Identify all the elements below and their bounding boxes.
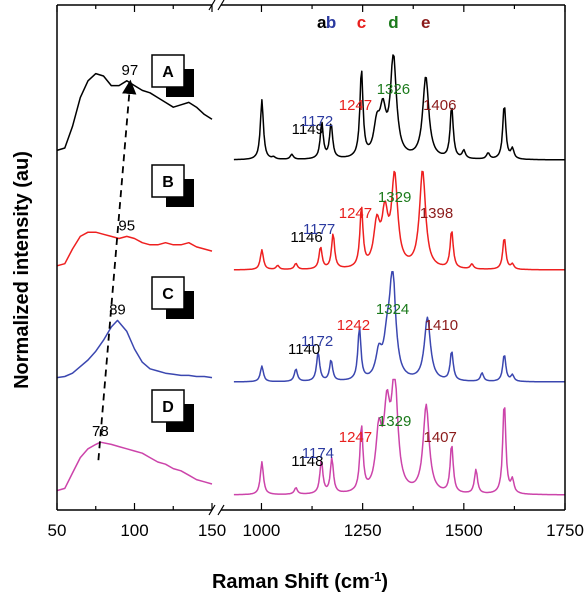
- series-D-peak-label: 1247: [339, 429, 372, 446]
- series-A-peak-label: 1247: [339, 97, 372, 114]
- series-B-peak-label: 1177: [303, 221, 335, 238]
- series-D-peak-label: 1407: [423, 429, 456, 446]
- series-C-low-peak-label: 89: [109, 301, 126, 318]
- series-B-panel-box: [151, 164, 185, 198]
- band-letter: a: [317, 13, 327, 32]
- x-axis-title: Raman Shift (cm-1): [212, 569, 388, 594]
- axes-layer: 50 100 150 1000 1250 1500 1750: [48, 0, 584, 540]
- x-tick-label: 150: [198, 521, 226, 540]
- series-A-low-peak-label: 97: [122, 62, 139, 79]
- series-D-panel-letter: D: [162, 399, 174, 416]
- series-B-low-curve: [56, 231, 213, 267]
- x-tick-label: 100: [120, 521, 148, 540]
- series-B-peak-label: 1146: [290, 229, 322, 246]
- peak-shift-arrow: [97, 79, 137, 461]
- series-B-peak-label: 1329: [378, 189, 411, 206]
- series-C-peak-label: 1410: [425, 317, 458, 334]
- series-B-high-curve: [233, 170, 565, 271]
- x-axis-title-close: ): [381, 571, 388, 593]
- series-C-peak-label: 1172: [301, 333, 333, 350]
- series-B-low-peak-label: 95: [118, 217, 135, 234]
- series-C-low-curve: [56, 319, 213, 379]
- x-tick-label: 1250: [344, 521, 382, 540]
- series-B-peak-label: 1247: [339, 205, 372, 222]
- series-C-panel-box: [151, 276, 185, 310]
- series-D-peak-label: 1148: [291, 453, 323, 470]
- x-axis-title-sup: -1: [370, 569, 382, 584]
- x-axis-title-main: Raman Shift (cm: [212, 571, 370, 593]
- series-C-peak-label: 1324: [376, 301, 409, 318]
- band-letter: c: [357, 13, 366, 32]
- series-C-panel-letter: C: [162, 286, 174, 303]
- x-tick-label: 1500: [445, 521, 483, 540]
- series-C-high-curve: [233, 271, 565, 383]
- series-B-peak-label: 1398: [420, 205, 453, 222]
- series-D-low-curve: [56, 441, 213, 492]
- series-C-peak-label: 1140: [288, 341, 320, 358]
- series-layer: 9711491172124713261406A95114611771247132…: [56, 54, 565, 496]
- series-A-panel-letter: A: [162, 64, 174, 81]
- series-A-peak-label: 1406: [423, 97, 456, 114]
- band-letter: b: [326, 13, 336, 32]
- band-letter: e: [421, 13, 430, 32]
- axis-break-mark: [217, 0, 225, 11]
- series-D: 7811481174124713291407D: [56, 378, 565, 496]
- series-D-peak-label: 1174: [302, 445, 334, 462]
- band-letter: d: [388, 13, 398, 32]
- peak-trend-layer: [97, 79, 137, 461]
- series-C-peak-label: 1242: [337, 317, 370, 334]
- series-A-panel-box: [151, 54, 185, 88]
- series-D-peak-label: 1329: [378, 413, 411, 430]
- series-A-peak-label: 1149: [292, 121, 324, 138]
- series-A-peak-label: 1326: [377, 81, 410, 98]
- series-D-high-curve: [233, 378, 565, 496]
- series-A-high-curve: [233, 54, 565, 161]
- series-B-panel-letter: B: [162, 174, 174, 191]
- x-tick-label: 50: [48, 521, 67, 540]
- series-A-peak-label: 1172: [301, 113, 333, 130]
- x-tick-label: 1750: [546, 521, 584, 540]
- axis-break-mark: [217, 504, 225, 516]
- y-axis-title: Normalized intensity (au): [11, 151, 33, 389]
- series-D-panel-box: [151, 389, 185, 423]
- x-tick-label: 1000: [243, 521, 281, 540]
